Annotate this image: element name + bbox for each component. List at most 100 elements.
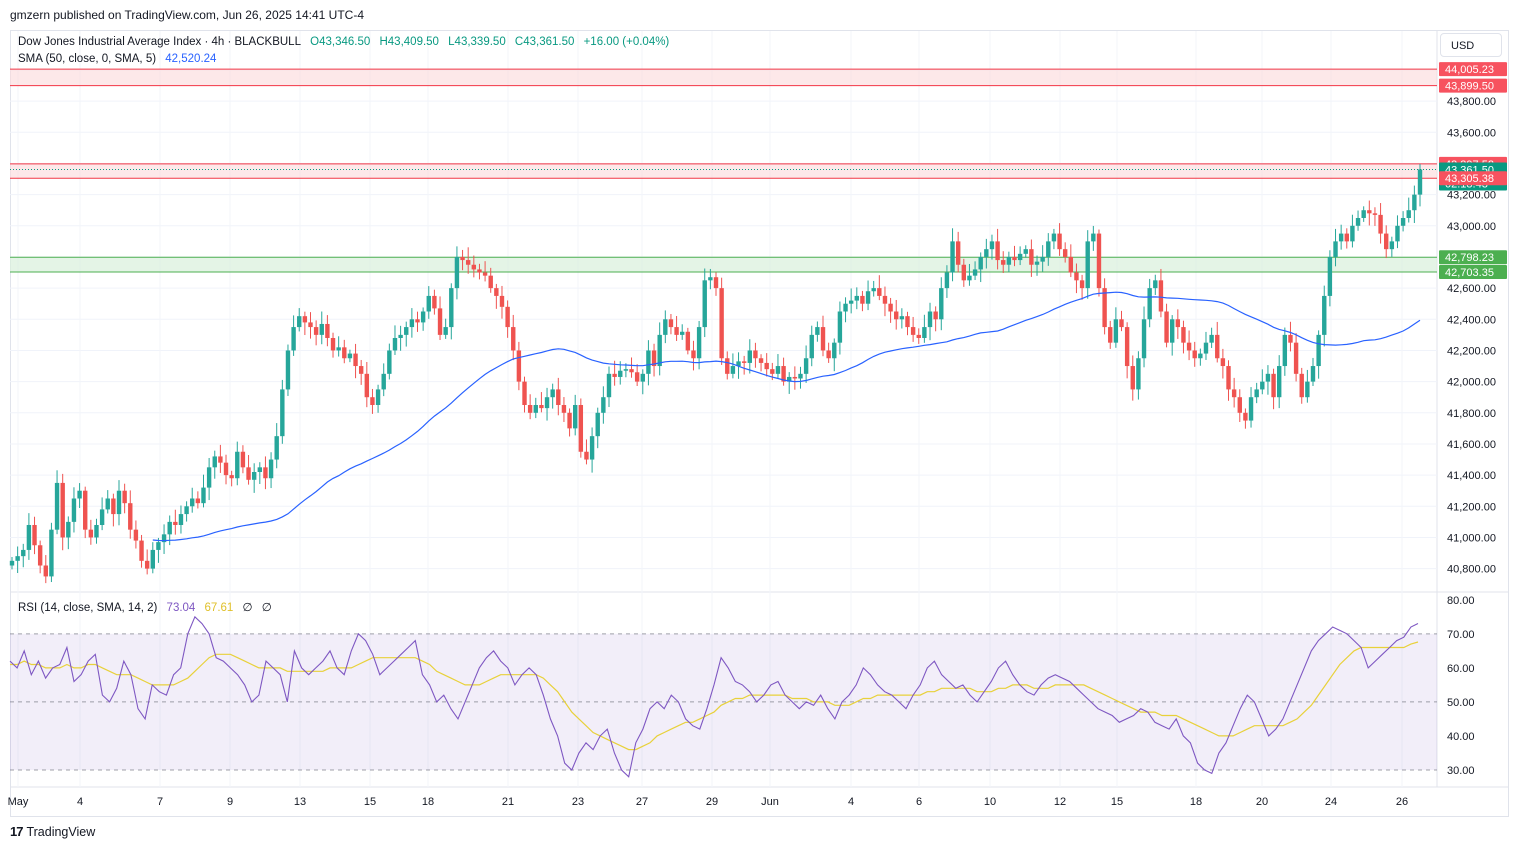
price-tick-label: 43,200.00 bbox=[1447, 190, 1496, 202]
symbol-name[interactable]: Dow Jones Industrial Average Index · 4h … bbox=[18, 36, 301, 48]
candle-body bbox=[1147, 288, 1152, 320]
candle-body bbox=[105, 498, 110, 510]
price-tick-label: 41,600.00 bbox=[1447, 439, 1496, 451]
time-tick-label: 6 bbox=[916, 796, 922, 808]
chart-frame[interactable] bbox=[10, 30, 1509, 817]
price-tick-label: 40,800.00 bbox=[1447, 564, 1496, 576]
time-tick-label: 13 bbox=[294, 796, 306, 808]
candle-body bbox=[984, 249, 989, 257]
ohlc-high: H43,409.50 bbox=[379, 36, 439, 48]
candle-body bbox=[871, 288, 876, 292]
candle-body bbox=[133, 529, 139, 541]
candle-body bbox=[837, 311, 843, 343]
candle-body bbox=[128, 503, 133, 530]
tradingview-logo-icon: 17 bbox=[10, 824, 24, 839]
candle-body bbox=[511, 327, 516, 351]
candle-body bbox=[944, 272, 950, 289]
candle-body bbox=[832, 342, 837, 359]
candle-body bbox=[1254, 389, 1259, 398]
candle-body bbox=[854, 295, 859, 301]
price-label-tag bbox=[1439, 78, 1507, 93]
candle-body bbox=[702, 280, 707, 328]
candle-body bbox=[150, 549, 155, 569]
candle-body bbox=[1271, 373, 1276, 398]
candle-body bbox=[398, 334, 403, 338]
candle-body bbox=[877, 288, 882, 296]
candle-body bbox=[561, 405, 567, 413]
candle-body bbox=[342, 347, 347, 359]
candle-body bbox=[820, 327, 826, 351]
candle-body bbox=[927, 311, 933, 328]
candle-body bbox=[37, 545, 43, 566]
candle-body bbox=[1130, 366, 1135, 390]
candle-body bbox=[178, 514, 184, 525]
candle-body bbox=[297, 316, 302, 328]
time-tick-label: 27 bbox=[636, 796, 648, 808]
candle-body bbox=[235, 451, 240, 479]
candle-body bbox=[437, 308, 443, 335]
candle-body bbox=[629, 369, 634, 373]
time-tick-label: 4 bbox=[848, 796, 854, 808]
candle-body bbox=[1243, 412, 1248, 421]
candle-body bbox=[1209, 334, 1214, 343]
price-tick-label: 42,000.00 bbox=[1447, 377, 1496, 389]
time-tick-label: 12 bbox=[1054, 796, 1066, 808]
time-tick-label: 21 bbox=[502, 796, 514, 808]
candle-body bbox=[139, 540, 144, 561]
candle-body bbox=[781, 366, 786, 382]
candle-body bbox=[612, 373, 617, 377]
sma-legend[interactable]: SMA (50, close, 0, SMA, 5) 42,520.24 bbox=[18, 53, 222, 65]
candle-body bbox=[905, 316, 910, 328]
price-label-tag bbox=[1439, 265, 1507, 280]
candle-body bbox=[488, 275, 493, 289]
candle-body bbox=[1220, 358, 1226, 367]
price-tick-label: 41,200.00 bbox=[1447, 501, 1496, 513]
candle-body bbox=[1248, 397, 1254, 421]
candle-body bbox=[533, 405, 538, 413]
candle-body bbox=[206, 467, 212, 488]
rsi-extra-1: ∅ bbox=[242, 602, 253, 614]
candle-body bbox=[1051, 233, 1057, 242]
price-label-tag bbox=[1439, 62, 1507, 77]
candle-body bbox=[544, 397, 550, 409]
candle-body bbox=[573, 405, 578, 429]
candle-body bbox=[713, 277, 719, 289]
candle-body bbox=[809, 334, 814, 359]
candle-body bbox=[567, 412, 572, 429]
candle-body bbox=[308, 322, 313, 328]
candle-body bbox=[330, 337, 336, 351]
candle-body bbox=[1350, 225, 1355, 242]
tradingview-brand[interactable]: 17 TradingView bbox=[10, 824, 95, 839]
sma-label: SMA (50, close, 0, SMA, 5) bbox=[18, 53, 157, 65]
candle-body bbox=[83, 490, 88, 530]
candle-body bbox=[201, 487, 206, 504]
candle-body bbox=[1141, 319, 1147, 359]
candle-body bbox=[1265, 373, 1271, 382]
candle-body bbox=[584, 451, 589, 460]
candle-body bbox=[240, 451, 246, 468]
time-tick-label: 15 bbox=[1111, 796, 1123, 808]
currency-button[interactable]: USD bbox=[1440, 33, 1502, 57]
rsi-legend[interactable]: RSI (14, close, SMA, 14, 2) 73.04 67.61 … bbox=[18, 600, 278, 614]
candle-body bbox=[674, 327, 679, 335]
candle-body bbox=[640, 373, 645, 382]
candle-body bbox=[1169, 319, 1175, 343]
candle-body bbox=[99, 509, 105, 525]
candle-body bbox=[1192, 350, 1197, 359]
ohlc-close: C43,361.50 bbox=[514, 36, 575, 48]
candle-body bbox=[1062, 249, 1068, 257]
candle-body bbox=[1001, 260, 1006, 265]
candle-body bbox=[1068, 256, 1074, 273]
price-tick-label: 42,200.00 bbox=[1447, 345, 1496, 357]
rsi-tick-label: 50.00 bbox=[1447, 697, 1475, 709]
candle-body bbox=[753, 350, 758, 359]
rsi-ma-line bbox=[10, 641, 1419, 751]
candle-body bbox=[280, 389, 285, 437]
published-caption: gmzern published on TradingView.com, Jun… bbox=[10, 8, 364, 22]
ohlc-change: +16.00 (+0.04%) bbox=[583, 36, 670, 48]
rsi-tick-label: 60.00 bbox=[1447, 663, 1475, 675]
candle-body bbox=[1108, 327, 1113, 343]
candle-body bbox=[1102, 288, 1107, 328]
time-tick-label: Jun bbox=[761, 796, 779, 808]
